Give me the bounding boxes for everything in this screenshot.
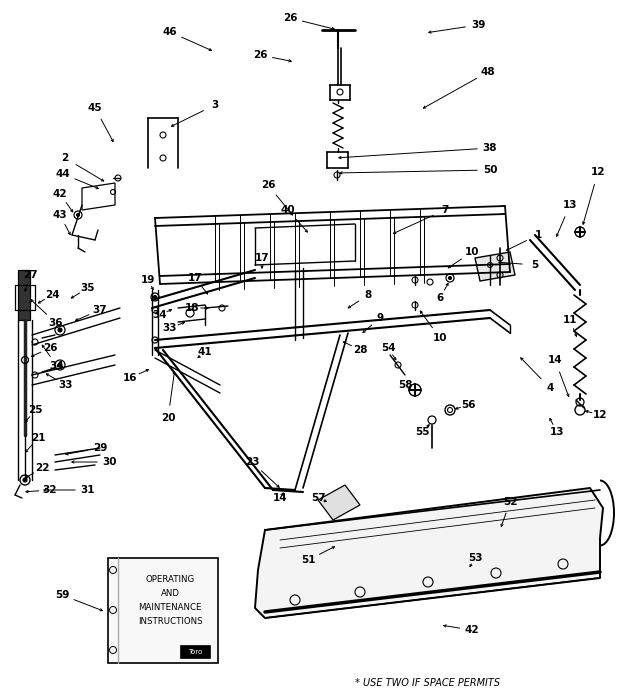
Text: 1: 1 xyxy=(534,230,542,240)
Text: OPERATING: OPERATING xyxy=(145,575,195,584)
Text: 10: 10 xyxy=(465,247,479,257)
Text: 13: 13 xyxy=(550,427,564,437)
Text: 4: 4 xyxy=(546,383,554,393)
Circle shape xyxy=(76,214,79,216)
Circle shape xyxy=(448,276,451,279)
Text: * USE TWO IF SPACE PERMITS: * USE TWO IF SPACE PERMITS xyxy=(355,678,500,688)
Circle shape xyxy=(58,363,62,367)
Text: 42: 42 xyxy=(53,189,68,199)
Text: 48: 48 xyxy=(480,67,495,77)
Text: 25: 25 xyxy=(28,405,42,415)
Text: 3: 3 xyxy=(211,100,219,110)
Text: 52: 52 xyxy=(503,497,517,507)
Text: AND: AND xyxy=(161,590,180,598)
Text: 7: 7 xyxy=(441,205,449,215)
Text: 26: 26 xyxy=(261,180,275,190)
Text: 12: 12 xyxy=(593,410,607,420)
Text: MAINTENANCE: MAINTENANCE xyxy=(138,604,202,613)
Polygon shape xyxy=(255,488,603,618)
Text: 34: 34 xyxy=(50,361,64,371)
Text: 27: 27 xyxy=(23,270,37,280)
Text: 16: 16 xyxy=(123,373,137,383)
Text: 12: 12 xyxy=(591,167,605,177)
Text: 6: 6 xyxy=(436,293,444,303)
Text: 23: 23 xyxy=(245,457,259,467)
Text: 31: 31 xyxy=(81,485,95,495)
Text: 26: 26 xyxy=(43,343,57,353)
Text: 46: 46 xyxy=(162,27,177,37)
Text: 14: 14 xyxy=(273,493,287,503)
Text: 8: 8 xyxy=(365,290,371,300)
Text: 11: 11 xyxy=(563,315,577,325)
Text: 10: 10 xyxy=(433,333,447,343)
Text: 39: 39 xyxy=(471,20,485,30)
Text: 36: 36 xyxy=(49,318,63,328)
Text: 44: 44 xyxy=(56,169,71,179)
Text: 43: 43 xyxy=(53,210,68,220)
Text: 42: 42 xyxy=(464,625,479,635)
Text: 19: 19 xyxy=(141,275,155,285)
Text: 54: 54 xyxy=(381,343,396,353)
Polygon shape xyxy=(318,485,360,520)
Bar xyxy=(180,645,210,658)
Text: 33: 33 xyxy=(59,380,73,390)
Text: 56: 56 xyxy=(461,400,476,410)
Text: 41: 41 xyxy=(198,347,212,357)
Text: 38: 38 xyxy=(483,143,497,153)
Polygon shape xyxy=(475,252,515,281)
Text: 34: 34 xyxy=(153,310,167,320)
Text: 28: 28 xyxy=(353,345,367,355)
Text: 24: 24 xyxy=(45,290,60,300)
Text: 32: 32 xyxy=(43,485,57,495)
Text: 33: 33 xyxy=(162,323,177,333)
Text: 45: 45 xyxy=(87,103,102,113)
Text: 30: 30 xyxy=(103,457,117,467)
Text: 29: 29 xyxy=(93,443,107,453)
Text: INSTRUCTIONS: INSTRUCTIONS xyxy=(138,618,202,627)
Circle shape xyxy=(154,295,156,299)
Text: 5: 5 xyxy=(531,260,539,270)
Bar xyxy=(108,558,218,663)
Circle shape xyxy=(23,478,27,482)
Text: 57: 57 xyxy=(311,493,326,503)
Text: 9: 9 xyxy=(376,313,384,323)
Text: 50: 50 xyxy=(483,165,497,175)
Text: 51: 51 xyxy=(301,555,315,565)
Text: 58: 58 xyxy=(398,380,412,390)
Text: 18: 18 xyxy=(185,303,199,313)
Text: 17: 17 xyxy=(255,253,269,263)
Text: 35: 35 xyxy=(81,283,95,293)
Circle shape xyxy=(58,328,62,332)
Text: 22: 22 xyxy=(35,463,49,473)
Text: 55: 55 xyxy=(415,427,429,437)
Text: 2: 2 xyxy=(61,153,69,163)
Text: 20: 20 xyxy=(161,413,175,423)
Text: 26: 26 xyxy=(253,50,267,60)
Text: 17: 17 xyxy=(188,273,202,283)
Text: 21: 21 xyxy=(31,433,45,443)
Text: 13: 13 xyxy=(563,200,577,210)
Text: 37: 37 xyxy=(92,305,107,315)
Text: 53: 53 xyxy=(467,553,482,563)
Text: 26: 26 xyxy=(283,13,297,23)
Text: Toro: Toro xyxy=(188,649,202,655)
Text: 59: 59 xyxy=(55,590,69,600)
Text: 40: 40 xyxy=(281,205,295,215)
Text: 14: 14 xyxy=(547,355,562,365)
Polygon shape xyxy=(18,270,30,320)
